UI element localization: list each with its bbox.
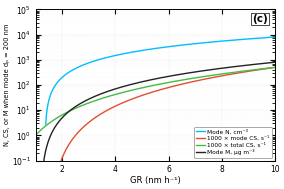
- X-axis label: GR (nm h⁻¹): GR (nm h⁻¹): [130, 176, 181, 185]
- Legend: Mode N, cm⁻³, 1000 × mode CS, s⁻¹, 1000 × total CS, s⁻¹, Mode M, μg m⁻³: Mode N, cm⁻³, 1000 × mode CS, s⁻¹, 1000 …: [194, 127, 272, 158]
- Y-axis label: N, CS, or M when mode dₚ = 200 nm: N, CS, or M when mode dₚ = 200 nm: [4, 24, 10, 146]
- Text: (c): (c): [252, 14, 268, 24]
